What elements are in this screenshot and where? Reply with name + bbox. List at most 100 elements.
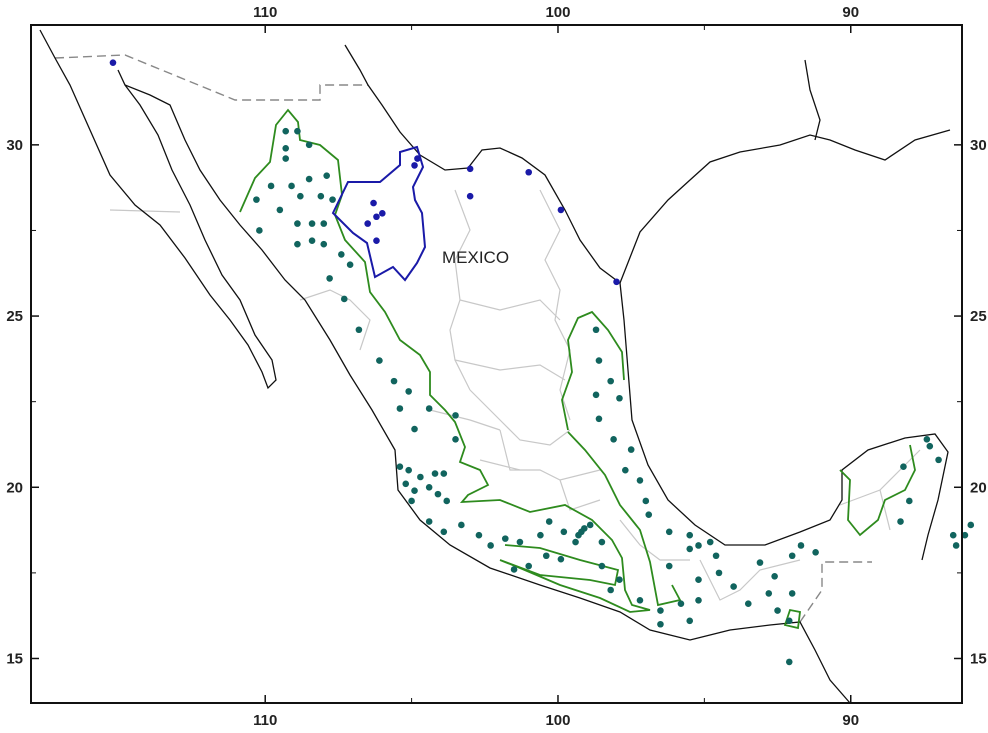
lat-tick-label-right: 20 (970, 479, 987, 496)
sample-point-teal (677, 600, 685, 607)
state-borders (109, 189, 921, 601)
sample-point-teal (607, 377, 614, 385)
sample-point-teal (320, 220, 328, 227)
sample-point-teal (267, 182, 275, 190)
sample-point-teal (288, 182, 295, 190)
sample-point-teal (308, 237, 316, 245)
sample-point-teal (610, 436, 617, 443)
sample-point-teal (636, 477, 644, 484)
sample-point-teal (686, 617, 694, 625)
sample-point-teal (788, 552, 796, 560)
sample-point-teal (326, 275, 333, 282)
sample-point-teal (949, 531, 957, 539)
international-border (54, 54, 872, 623)
lon-tick-label-top: 100 (545, 4, 570, 21)
sample-point-teal (812, 549, 819, 556)
sample-point-teal (305, 175, 313, 183)
sample-point-teal (320, 240, 328, 248)
lat-tick-label-left: 30 (6, 137, 23, 154)
sample-point-teal (376, 357, 383, 364)
sample-point-teal (592, 326, 600, 334)
sample-point-teal (657, 620, 664, 628)
sample-point-blue (466, 192, 474, 200)
lat-tick-label-left: 25 (6, 308, 23, 325)
sample-point-teal (923, 436, 931, 443)
sample-point-teal (276, 206, 284, 214)
sample-point-teal (411, 425, 418, 433)
axis-ticks: 110 110 100 100 90 90 30 30 25 25 20 20 15 15 (6, 4, 986, 729)
sample-point-teal (545, 518, 553, 525)
sample-point-teal (906, 497, 913, 505)
sample-point-teal (581, 525, 588, 532)
sample-point-teal (294, 240, 301, 248)
sample-point-blue (370, 199, 377, 207)
sample-point-teal (560, 528, 568, 536)
sample-point-teal (730, 583, 737, 590)
sample-point-teal (695, 596, 702, 604)
place-label-mexico: MEXICO (442, 248, 509, 267)
sample-point-teal (340, 295, 348, 303)
sample-point-teal (897, 518, 904, 525)
sample-point-teal (926, 442, 934, 450)
sample-point-teal (665, 528, 673, 536)
sample-point-teal (516, 538, 524, 546)
sample-point-teal (967, 521, 975, 529)
sample-point-teal (797, 542, 805, 549)
sample-point-teal (616, 394, 623, 402)
sample-point-teal (771, 573, 778, 580)
sample-point-teal (402, 480, 410, 488)
sample-point-teal (961, 531, 969, 539)
sample-point-teal (542, 552, 550, 560)
lat-tick-label-left: 15 (6, 650, 23, 667)
sample-point-teal (396, 463, 404, 471)
sample-point-teal (695, 576, 702, 584)
sample-point-blue (364, 220, 371, 227)
sample-point-teal (715, 569, 723, 577)
sample-point-teal (440, 528, 448, 536)
sample-point-teal (572, 538, 579, 546)
sample-point-teal (695, 542, 702, 549)
lon-tick-label-top: 110 (253, 4, 277, 21)
sample-point-teal (616, 576, 623, 584)
sample-point-teal (305, 141, 313, 149)
sample-point-teal (642, 497, 650, 505)
sample-point-teal (452, 436, 459, 443)
sample-point-teal (657, 607, 664, 614)
sample-point-teal (586, 521, 594, 529)
sample-point-teal (622, 466, 629, 474)
sample-point-teal (431, 470, 439, 477)
sample-point-teal (935, 456, 942, 464)
sample-point-teal (308, 220, 316, 227)
sample-points (109, 59, 975, 666)
lon-tick-label-bottom: 90 (842, 712, 859, 729)
sample-point-blue (613, 278, 620, 286)
sample-point-teal (355, 326, 363, 334)
lat-tick-label-right: 30 (970, 137, 987, 154)
lat-tick-label-right: 25 (970, 308, 987, 325)
sample-point-teal (425, 405, 433, 412)
sample-point-teal (785, 617, 793, 625)
sample-point-teal (665, 562, 673, 570)
sample-point-blue (373, 213, 380, 221)
sample-point-teal (405, 466, 412, 474)
lon-tick-label-bottom: 100 (545, 712, 570, 729)
sample-point-teal (390, 377, 398, 385)
sample-point-blue (379, 210, 386, 217)
sample-point-teal (294, 127, 301, 135)
sample-point-teal (627, 446, 635, 453)
sample-point-blue (414, 155, 421, 162)
sample-point-teal (253, 196, 260, 203)
sample-point-blue (557, 206, 565, 214)
sample-point-blue (525, 168, 533, 176)
sample-point-blue (466, 165, 474, 173)
sample-point-teal (686, 545, 694, 553)
sample-point-teal (788, 590, 796, 597)
sample-point-teal (425, 518, 433, 525)
sample-point-teal (900, 463, 907, 471)
sample-point-teal (537, 531, 544, 539)
sample-point-teal (434, 490, 442, 498)
sample-point-teal (487, 542, 494, 549)
sample-point-teal (592, 391, 600, 399)
sample-point-blue (411, 162, 418, 169)
sample-point-teal (297, 192, 304, 200)
